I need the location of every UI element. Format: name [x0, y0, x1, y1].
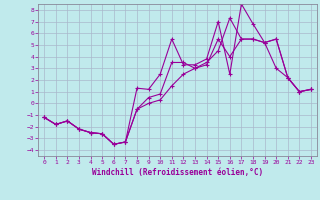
- X-axis label: Windchill (Refroidissement éolien,°C): Windchill (Refroidissement éolien,°C): [92, 168, 263, 177]
